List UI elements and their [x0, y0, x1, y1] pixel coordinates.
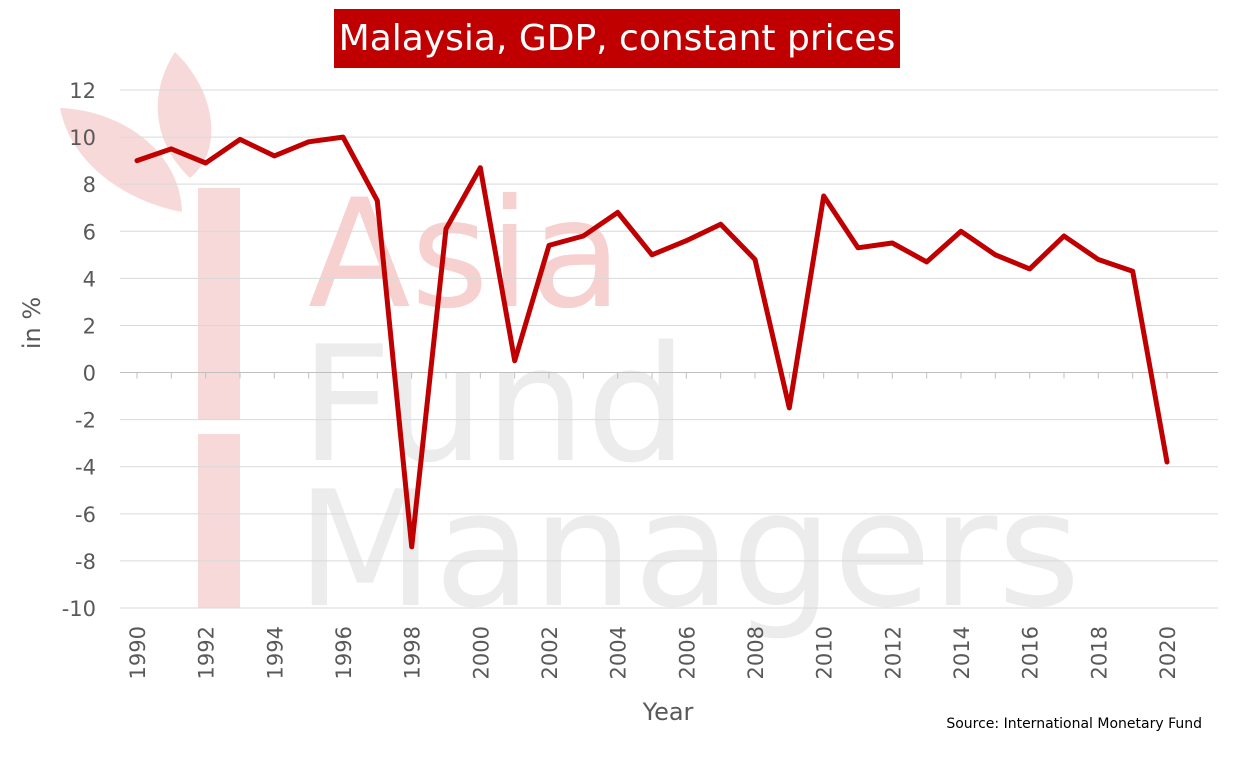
data-point — [272, 153, 277, 159]
data-point — [375, 198, 380, 203]
x-tick-label: 2016 — [1019, 626, 1043, 679]
data-point — [615, 210, 620, 215]
x-tick-label: 1990 — [126, 626, 150, 679]
data-point — [203, 160, 208, 166]
y-tick-label: -10 — [62, 597, 96, 621]
chart-title: Malaysia, GDP, constant prices — [334, 9, 900, 68]
data-point — [1164, 459, 1170, 465]
data-point — [924, 259, 929, 265]
data-point — [718, 222, 723, 227]
watermark-bar-bottom — [198, 434, 240, 608]
y-tick-label: -6 — [75, 503, 96, 527]
data-point — [1061, 233, 1067, 239]
data-point — [512, 358, 517, 363]
gridlines — [120, 89, 1218, 609]
watermark-leaf-left — [60, 108, 182, 212]
y-axis-ticks: 12 10 8 6 4 2 0 -2 -4 -6 -8 -10 — [62, 79, 96, 621]
x-tick-label: 2006 — [675, 626, 699, 679]
data-point — [1027, 266, 1032, 272]
data-point — [340, 134, 346, 140]
source-note: Source: International Monetary Fund — [946, 716, 1202, 732]
data-point — [752, 257, 758, 262]
watermark-logo: Asia Fund Managers — [60, 52, 1081, 643]
y-tick-label: -2 — [75, 409, 96, 433]
y-tick-label: 8 — [83, 173, 96, 197]
x-axis-ticks: 1990 1992 1994 1996 1998 2000 2002 2004 2006 2008… — [126, 626, 1180, 679]
data-point — [958, 229, 964, 234]
x-tick-label: 2018 — [1087, 626, 1111, 679]
data-point — [306, 139, 311, 144]
data-point — [169, 146, 174, 152]
x-tick-label: 2010 — [813, 626, 837, 679]
data-point — [1130, 269, 1135, 274]
x-tick-label: 2014 — [950, 626, 974, 679]
data-point — [443, 226, 449, 232]
y-tick-label: 10 — [69, 126, 96, 150]
x-tick-label: 2002 — [538, 626, 562, 679]
x-axis-title: Year — [642, 698, 694, 726]
data-point — [237, 137, 243, 142]
data-point — [134, 158, 140, 163]
data-point — [478, 165, 483, 170]
y-tick-label: -8 — [75, 550, 96, 574]
watermark-leaf-right — [157, 52, 212, 178]
data-point — [684, 238, 689, 243]
x-tick-label: 1992 — [195, 626, 219, 679]
x-tick-label: 2000 — [469, 626, 493, 679]
data-point — [821, 193, 826, 199]
x-tick-label: 1994 — [263, 626, 287, 679]
data-point — [993, 252, 998, 258]
watermark-text-managers: Managers — [296, 456, 1081, 643]
x-tick-label: 2008 — [744, 626, 768, 679]
y-tick-label: -4 — [75, 456, 96, 480]
y-tick-label: 0 — [83, 362, 96, 386]
series-points — [134, 134, 1170, 549]
data-point — [649, 252, 655, 258]
x-tick-label: 1998 — [401, 626, 425, 679]
data-point — [1096, 257, 1101, 262]
watermark-bar-top — [198, 188, 240, 420]
data-point — [855, 245, 861, 250]
data-point — [581, 233, 586, 239]
y-tick-label: 4 — [83, 267, 96, 291]
x-tick-label: 1996 — [332, 626, 356, 679]
data-point — [787, 405, 792, 411]
data-point — [409, 544, 414, 549]
data-point — [890, 240, 895, 246]
y-axis-title: in % — [18, 297, 46, 349]
data-point — [546, 243, 552, 248]
x-tick-label: 2020 — [1156, 626, 1180, 679]
y-tick-label: 12 — [69, 79, 96, 103]
x-tick-label: 2004 — [607, 626, 631, 679]
y-tick-label: 2 — [83, 314, 96, 338]
x-tick-label: 2012 — [881, 626, 905, 679]
y-tick-label: 6 — [83, 220, 96, 244]
